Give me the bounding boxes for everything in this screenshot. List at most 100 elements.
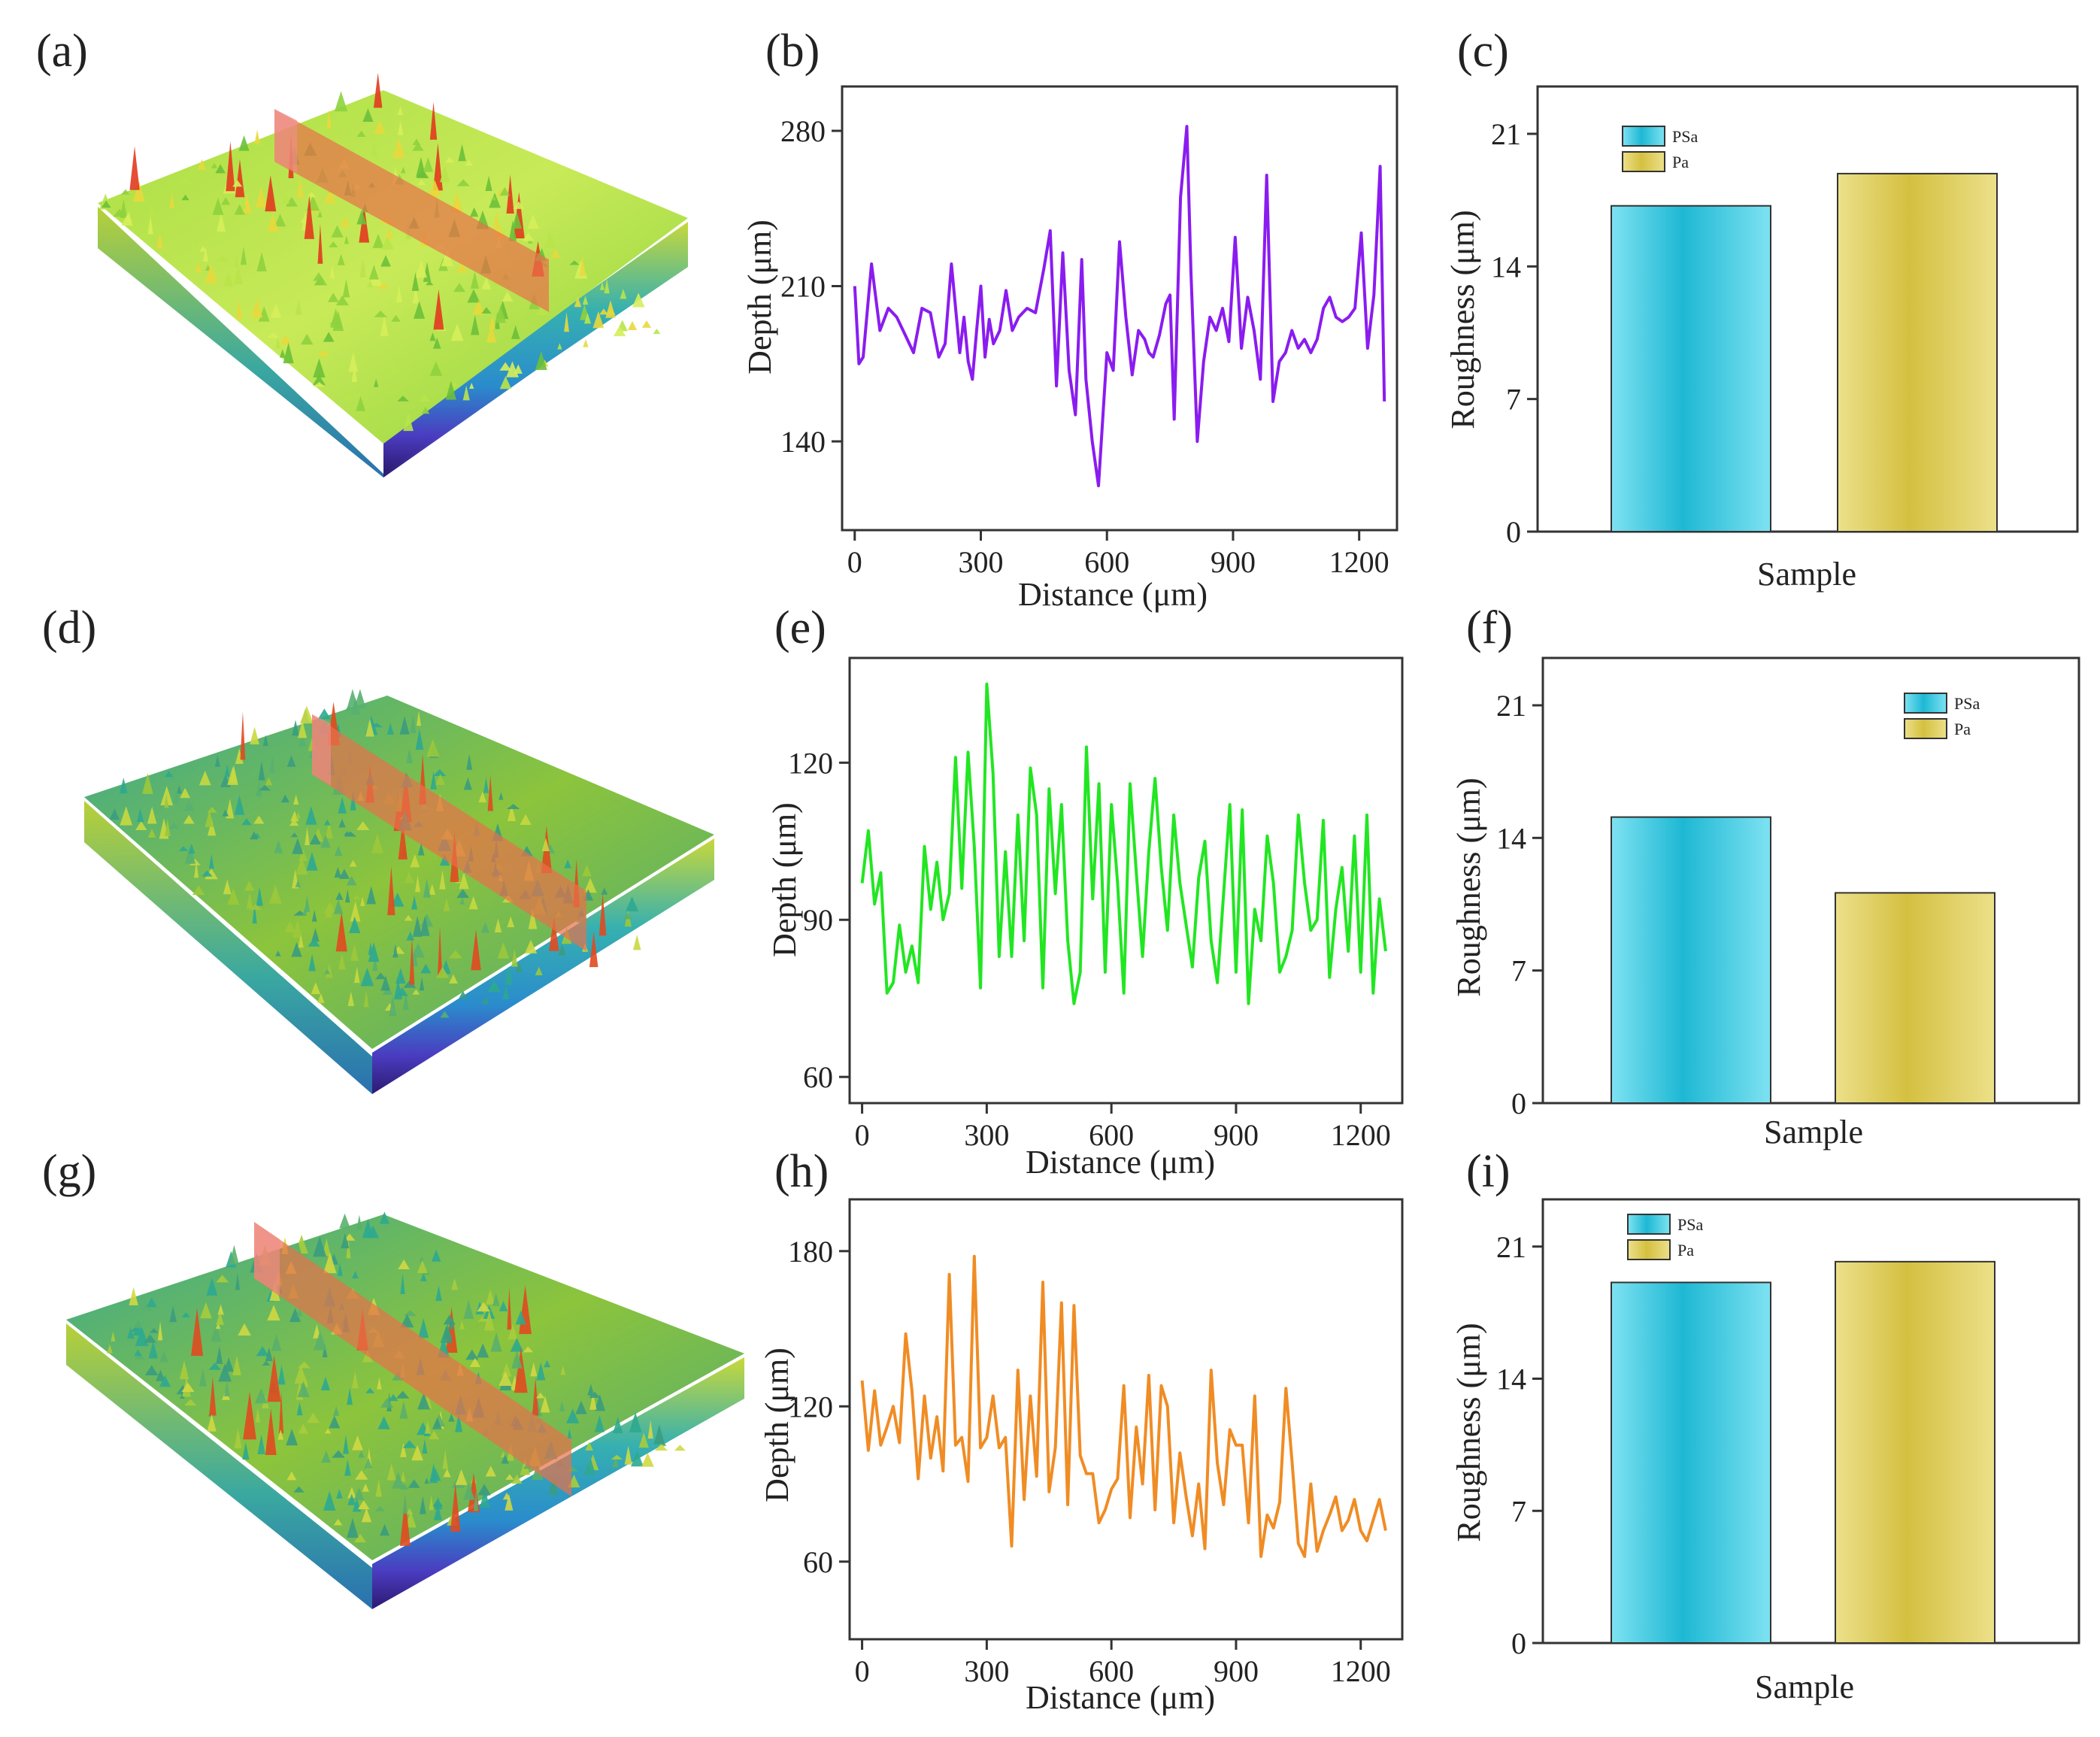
x-tick-label: 600	[1084, 545, 1129, 579]
surface-spike	[298, 735, 307, 747]
surface-spike	[277, 1365, 286, 1385]
surface-spike	[258, 761, 265, 781]
surface-spike	[528, 908, 538, 929]
surface-spike	[558, 944, 566, 956]
surface-spike	[331, 225, 344, 238]
panel-letter-d: (d)	[42, 602, 96, 653]
surface-spike	[372, 953, 378, 972]
surface-spike	[234, 1428, 242, 1449]
surface-spike	[431, 1249, 441, 1262]
surface-spike	[402, 1440, 417, 1448]
y-axis-title: Roughness (μm)	[1450, 778, 1487, 996]
surface-spike	[275, 336, 280, 349]
surface-spike	[459, 990, 468, 999]
surface-spike	[411, 896, 418, 910]
surface-spike	[199, 245, 206, 252]
surface-spike	[253, 815, 265, 824]
surface-spike	[181, 1312, 190, 1317]
surface-spike	[473, 1490, 478, 1511]
surface-spike	[429, 1463, 438, 1484]
surface-spike	[362, 1484, 369, 1492]
surface-spike	[180, 177, 193, 184]
surface-spike	[275, 950, 281, 956]
surface-spike	[506, 174, 514, 214]
surface-spike	[589, 1391, 601, 1399]
x-tick-label: 600	[1089, 1118, 1134, 1152]
surface-spike	[375, 1478, 382, 1497]
surface-spike	[256, 780, 262, 797]
surface-spike	[632, 293, 645, 308]
surface-spike	[350, 944, 359, 961]
surface-spike	[326, 963, 333, 978]
surface-spike	[360, 896, 365, 906]
legend-label-pa: Pa	[1677, 1241, 1694, 1260]
surface-spike	[626, 896, 639, 911]
y-tick-label: 280	[780, 114, 826, 148]
surface-spike	[373, 120, 386, 134]
surface-spike	[392, 944, 398, 958]
panel-letter-h: (h)	[774, 1146, 829, 1197]
surface-spike	[344, 1233, 356, 1241]
surface-spike	[355, 1470, 368, 1480]
surface-spike	[443, 1469, 451, 1478]
surface-spike	[216, 1346, 223, 1364]
surface-spike	[498, 792, 504, 800]
surface-spike	[536, 305, 550, 315]
surface-spike	[589, 1392, 597, 1410]
x-axis-title: Distance (μm)	[1026, 1679, 1215, 1716]
surface-spike	[184, 1399, 197, 1406]
surface-spike	[119, 778, 128, 794]
surface-spike	[368, 942, 374, 955]
surface-spike	[294, 1365, 308, 1384]
surface-spike	[511, 1474, 523, 1484]
surface-spike	[177, 785, 182, 794]
surface-spike	[356, 821, 370, 830]
surface-spike	[259, 784, 271, 791]
surface-spike	[674, 1444, 686, 1451]
surface-front-side-base	[383, 222, 688, 474]
surface-spike	[594, 1394, 605, 1411]
y-axis-title: Roughness (μm)	[1444, 210, 1481, 429]
surface-spike	[522, 232, 535, 241]
legend-swatch-pa	[1627, 1239, 1671, 1260]
surface-spike	[164, 771, 174, 778]
surface-spike	[429, 1430, 440, 1440]
surface-spike	[311, 982, 321, 994]
surface-spike	[335, 911, 347, 952]
surface-spike	[205, 263, 217, 283]
surface-spike	[312, 374, 326, 386]
surface-spike	[298, 1423, 308, 1434]
surface-spike	[451, 1278, 459, 1290]
surface-spike	[135, 821, 147, 831]
x-axis-title: Sample	[1757, 556, 1856, 593]
surface-spike	[356, 210, 367, 225]
x-axis-title: Sample	[1764, 1114, 1863, 1150]
surface-spike	[341, 216, 350, 227]
surface-spike	[271, 1333, 282, 1351]
surface-spike	[560, 1365, 566, 1375]
surface-spike	[491, 195, 497, 201]
x-tick-label: 300	[964, 1118, 1009, 1152]
surface-spike	[527, 214, 539, 229]
surface-spike	[429, 361, 443, 376]
surface-spike	[346, 1240, 351, 1259]
surface-spike	[444, 156, 455, 163]
cut-plane	[254, 1222, 571, 1496]
y-axis-title: Depth (μm)	[766, 802, 803, 957]
bar-pa	[1835, 892, 1995, 1105]
surface-spike	[510, 1337, 523, 1352]
surface-spike	[417, 842, 425, 856]
surface-spike	[417, 1260, 428, 1274]
surface-spike	[254, 129, 260, 144]
surface-spike	[502, 1492, 511, 1500]
legend-label-psa: PSa	[1954, 694, 1980, 713]
surface-spike	[323, 819, 331, 826]
surface-spike	[215, 256, 229, 262]
surface-spike	[388, 1393, 398, 1402]
surface-spike	[224, 764, 230, 777]
surface-spike	[200, 1302, 212, 1319]
surface-spike	[499, 376, 512, 390]
surface-spike	[320, 1376, 331, 1391]
panel-letter-e: (e)	[774, 602, 826, 653]
surface-spike	[544, 1360, 551, 1368]
